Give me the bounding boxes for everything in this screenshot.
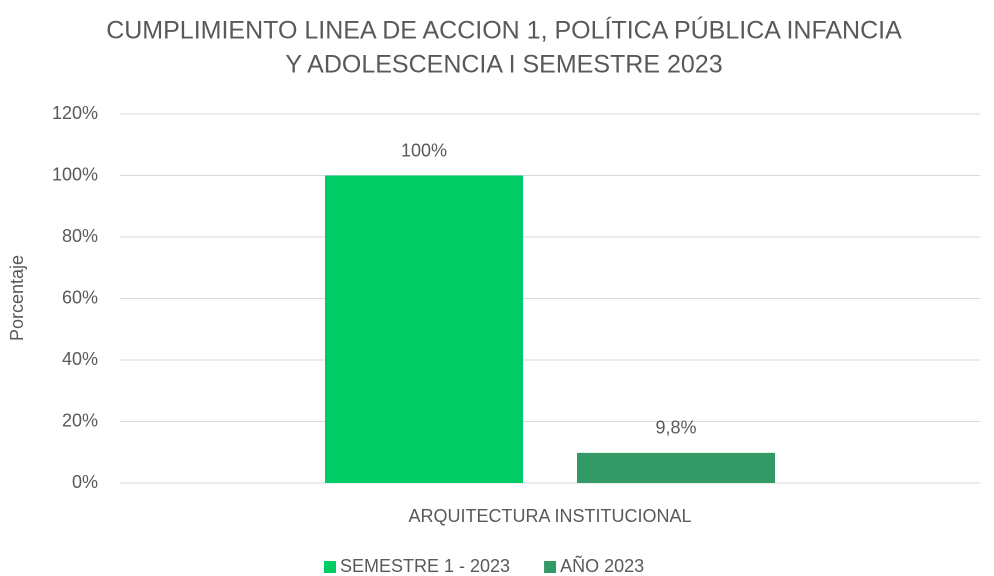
chart-title: CUMPLIMIENTO LINEA DE ACCION 1, POLÍTICA… — [106, 16, 902, 45]
bar — [577, 452, 775, 483]
y-axis-label: Porcentaje — [7, 255, 27, 341]
legend-label: AÑO 2023 — [560, 555, 644, 576]
y-tick-label: 80% — [62, 226, 98, 246]
legend-label: SEMESTRE 1 - 2023 — [340, 556, 510, 576]
chart-title: Y ADOLESCENCIA I SEMESTRE 2023 — [285, 51, 722, 79]
y-tick-label: 100% — [52, 164, 98, 184]
y-tick-label: 20% — [62, 410, 98, 430]
x-tick-label: ARQUITECTURA INSTITUCIONAL — [408, 506, 691, 526]
legend-swatch — [544, 561, 557, 573]
legend-swatch — [324, 561, 336, 573]
bar — [325, 175, 523, 483]
data-label: 100% — [401, 140, 447, 160]
y-tick-label: 0% — [72, 472, 98, 492]
y-tick-label: 60% — [62, 287, 98, 307]
y-tick-label: 120% — [52, 103, 98, 123]
y-tick-label: 40% — [62, 349, 98, 369]
data-label: 9,8% — [655, 418, 696, 438]
